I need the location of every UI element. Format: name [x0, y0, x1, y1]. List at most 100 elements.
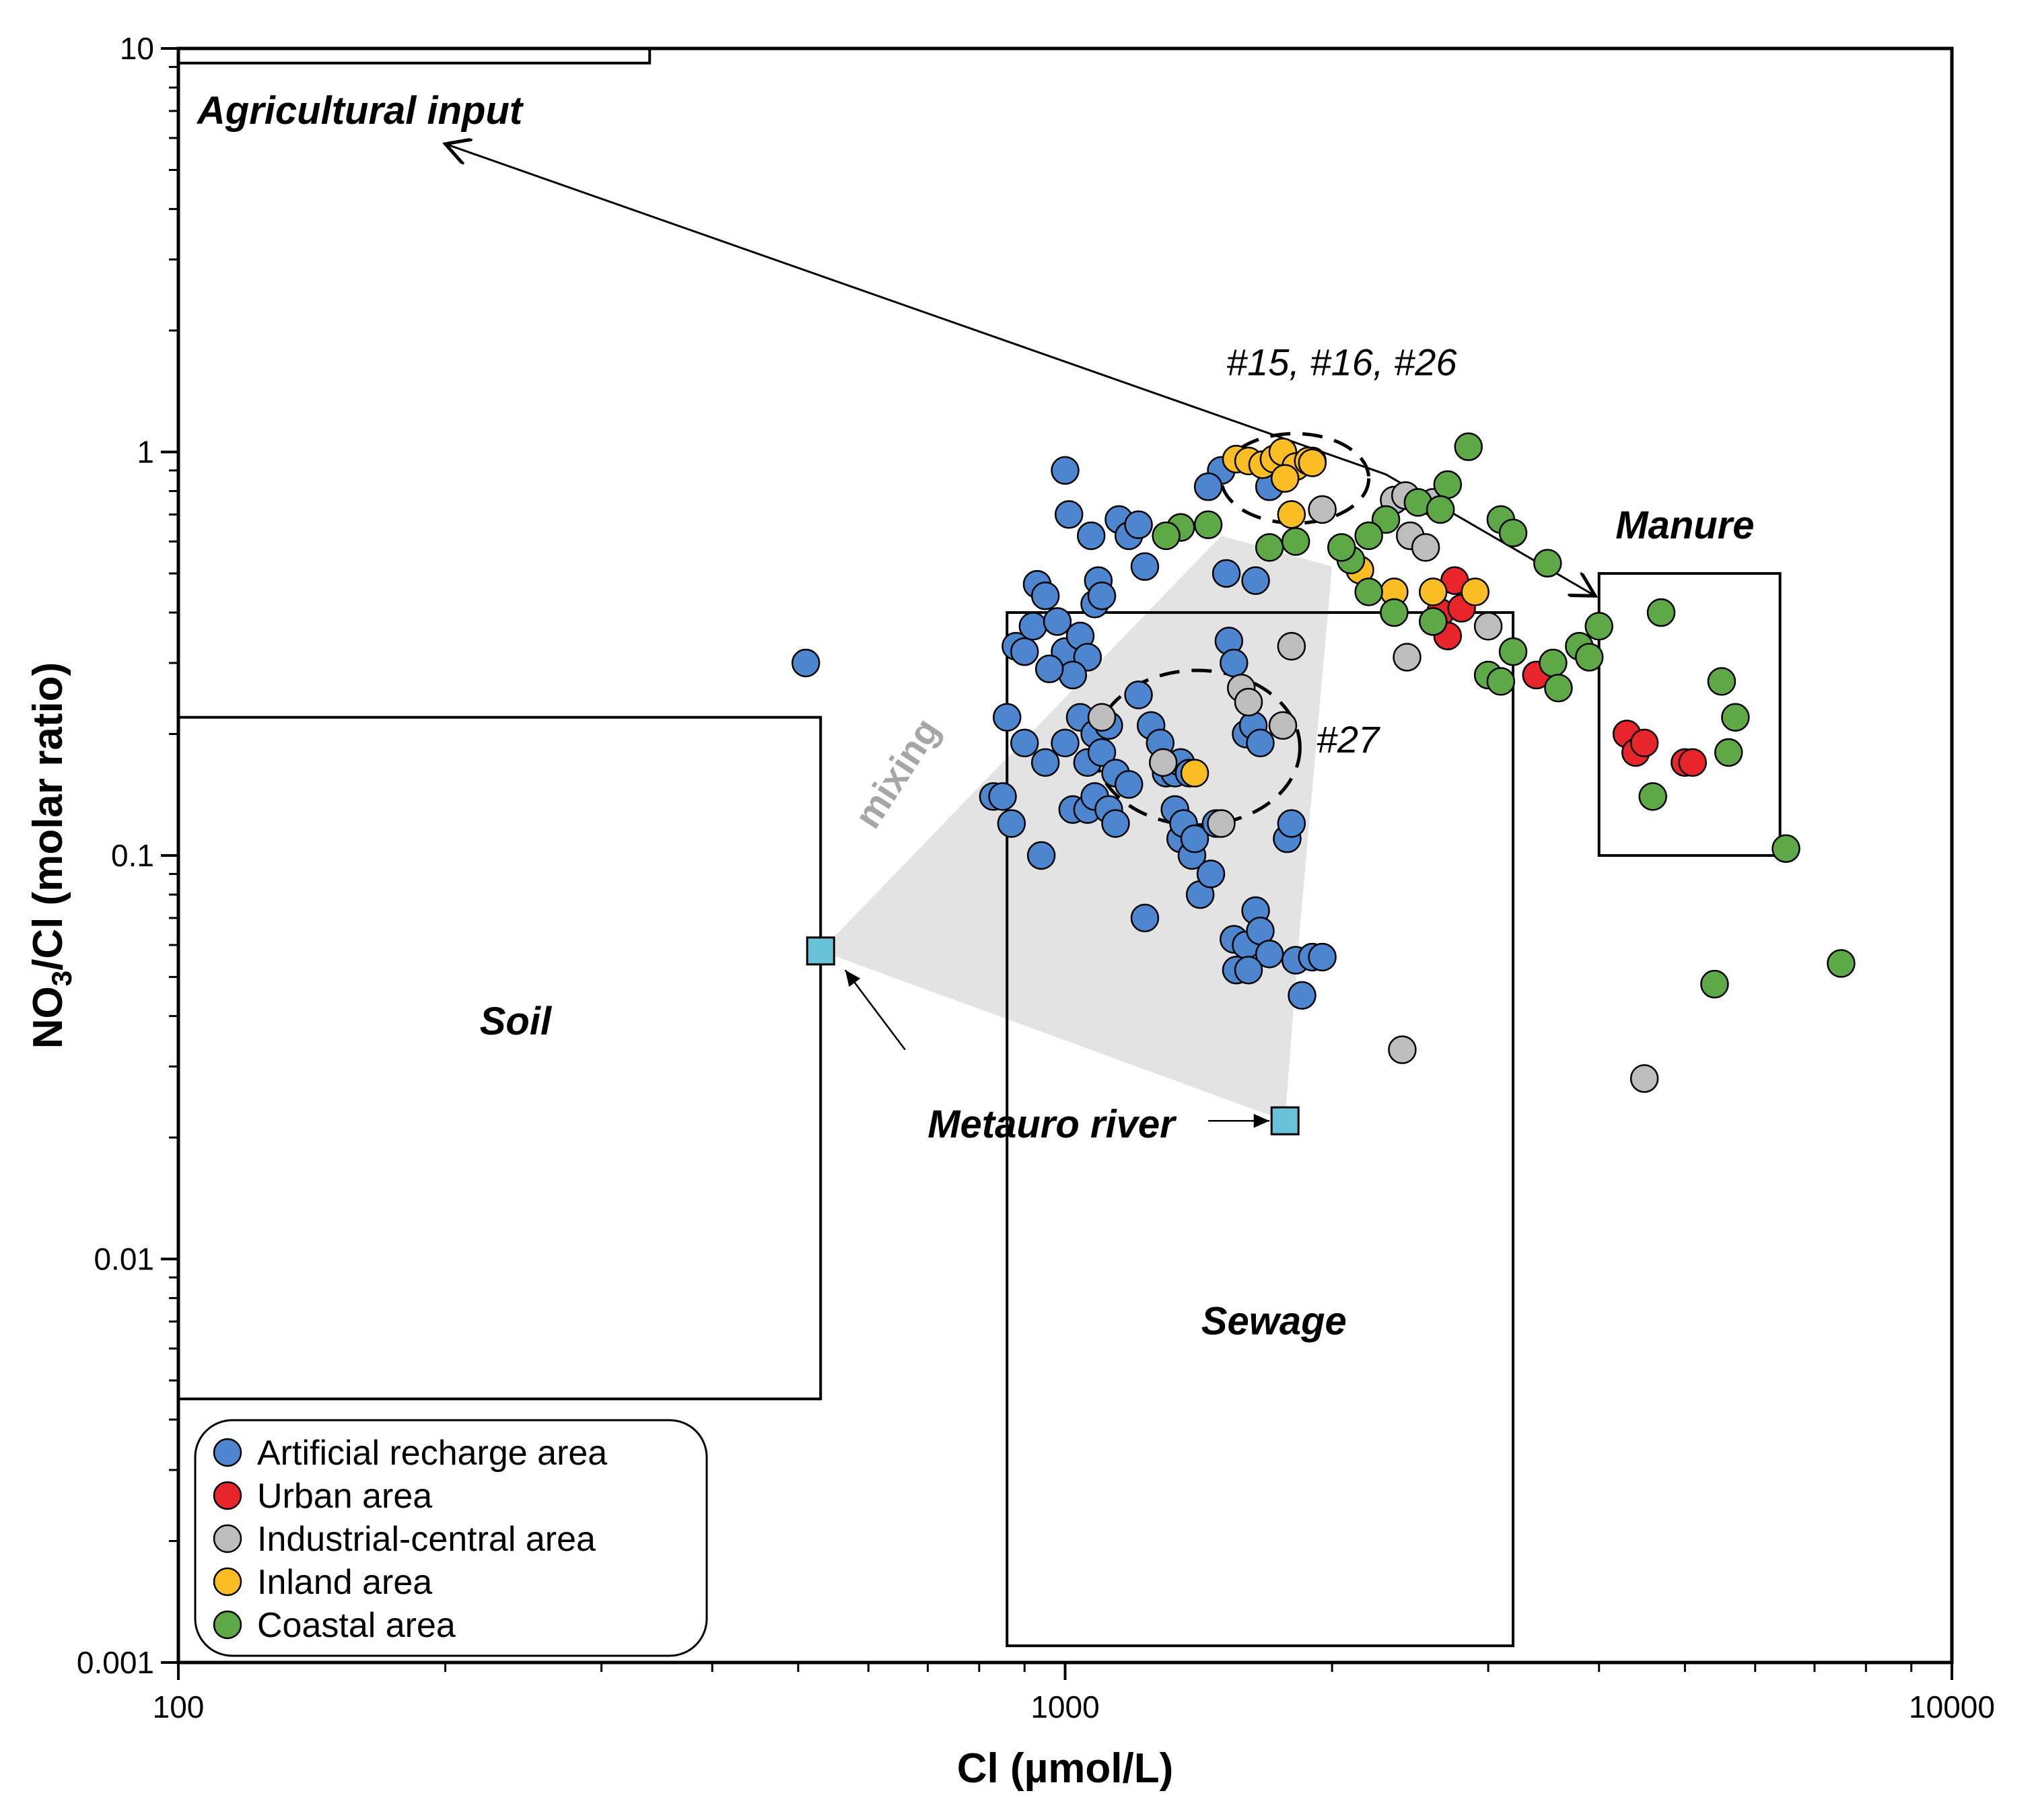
- y-tick-label: 1: [137, 435, 154, 470]
- region-label-manure: Manure: [1615, 503, 1754, 547]
- region-box: [177, 47, 652, 65]
- data-point-artificial-recharge-area: [1030, 582, 1060, 610]
- metauro-river-points: [806, 936, 1300, 1135]
- metauro-river-point: [1270, 1106, 1300, 1135]
- data-point-coastal-area: [1700, 969, 1729, 999]
- mixing-zone: [820, 535, 1333, 1121]
- dashed-circle-15-16-26: [1220, 431, 1371, 525]
- data-point-urban-area: [1678, 748, 1707, 777]
- data-point-artificial-recharge-area: [1034, 654, 1064, 684]
- region-label-sewage: Sewage: [1201, 1300, 1347, 1343]
- x-tick-label: 100: [153, 1689, 205, 1724]
- data-point-artificial-recharge-area: [1076, 521, 1106, 551]
- metauro-pointer-arrow-1: [844, 969, 906, 1051]
- y-tick-label: 0.001: [77, 1645, 154, 1680]
- data-point-coastal-area: [1327, 533, 1356, 562]
- data-point-inland-area: [1270, 464, 1300, 493]
- x-axis-title: Cl (µmol/L): [957, 1745, 1174, 1792]
- data-point-coastal-area: [1255, 533, 1284, 562]
- data-point-industrial-central-area: [1411, 533, 1440, 562]
- data-point-artificial-recharge-area: [1010, 637, 1039, 666]
- data-point-artificial-recharge-area: [1130, 552, 1160, 582]
- data-point-coastal-area: [1281, 527, 1310, 556]
- mixing-label: mixing: [846, 710, 948, 835]
- data-point-coastal-area: [1721, 703, 1750, 732]
- data-point-artificial-recharge-area: [1114, 770, 1144, 799]
- data-point-inland-area: [1277, 500, 1306, 529]
- region-box: [1006, 611, 1515, 1648]
- data-point-coastal-area: [1707, 667, 1737, 696]
- legend-marker: [213, 1481, 242, 1510]
- y-axis-title-rest: /Cl (molar ratio): [25, 662, 71, 971]
- data-point-artificial-recharge-area: [1246, 728, 1275, 758]
- legend-label: Artificial recharge area: [257, 1434, 607, 1473]
- annotation-15-16-26: #15, #16, #26: [1226, 341, 1457, 383]
- data-point-industrial-central-area: [1388, 1035, 1417, 1064]
- data-point-artificial-recharge-area: [1026, 841, 1056, 870]
- data-point-coastal-area: [1584, 612, 1613, 641]
- data-point-coastal-area: [1426, 495, 1455, 524]
- data-point-industrial-central-area: [1629, 1064, 1659, 1093]
- legend: Artificial recharge area Urban area Indust…: [194, 1419, 708, 1657]
- data-point-coastal-area: [1498, 518, 1528, 548]
- data-point-artificial-recharge-area: [1010, 728, 1039, 758]
- data-point-inland-area: [1461, 578, 1489, 606]
- data-point-coastal-area: [1354, 521, 1383, 551]
- legend-marker: [213, 1438, 242, 1467]
- metauro-river-point: [806, 936, 835, 966]
- data-point-coastal-area: [1544, 673, 1573, 703]
- x-tick-label: 10000: [1909, 1689, 1995, 1724]
- data-point-coastal-area: [1539, 648, 1568, 678]
- legend-marker: [213, 1524, 242, 1553]
- data-point-artificial-recharge-area: [1018, 612, 1048, 641]
- data-point-coastal-area: [1638, 782, 1667, 811]
- data-point-artificial-recharge-area: [1308, 942, 1337, 972]
- legend-box: [194, 1419, 708, 1657]
- data-point-coastal-area: [1193, 510, 1223, 539]
- data-point-industrial-central-area: [1308, 495, 1337, 524]
- data-point-artificial-recharge-area: [1124, 510, 1153, 539]
- data-point-artificial-recharge-area: [1193, 472, 1223, 501]
- data-point-artificial-recharge-area: [1234, 956, 1263, 985]
- legend-marker: [213, 1567, 242, 1597]
- data-point-artificial-recharge-area: [1180, 824, 1209, 853]
- data-point-artificial-recharge-area: [988, 782, 1017, 811]
- data-points: [791, 432, 1856, 1093]
- data-point-artificial-recharge-area: [1220, 648, 1249, 678]
- y-axis-title: NO3/Cl (molar ratio): [25, 662, 77, 1049]
- data-point-artificial-recharge-area: [1030, 748, 1060, 777]
- data-point-artificial-recharge-area: [1054, 500, 1084, 529]
- data-point-coastal-area: [1433, 470, 1463, 499]
- data-point-coastal-area: [1827, 949, 1856, 978]
- metauro-river-label: Metauro river: [927, 1102, 1177, 1146]
- data-point-artificial-recharge-area: [1241, 566, 1270, 595]
- data-point-inland-area: [1180, 759, 1209, 788]
- y-tick-label: 0.1: [111, 838, 154, 873]
- data-point-coastal-area: [1714, 738, 1743, 767]
- legend-label: Coastal area: [257, 1606, 456, 1645]
- data-point-coastal-area: [1454, 432, 1483, 462]
- data-point-artificial-recharge-area: [1058, 660, 1088, 690]
- legend-label: Urban area: [257, 1477, 432, 1516]
- data-point-coastal-area: [1772, 834, 1800, 864]
- legend-marker: [213, 1610, 242, 1640]
- data-point-industrial-central-area: [1148, 748, 1178, 777]
- data-point-coastal-area: [1646, 598, 1676, 627]
- data-point-urban-area: [1629, 728, 1659, 758]
- data-point-industrial-central-area: [1268, 711, 1298, 740]
- data-point-inland-area: [1418, 578, 1448, 606]
- data-point-artificial-recharge-area: [997, 809, 1026, 838]
- region-label-agricultural-input: Agricultural input: [196, 89, 524, 133]
- y-tick-label: 0.01: [94, 1242, 154, 1277]
- legend-label: Industrial-central area: [257, 1520, 596, 1559]
- data-point-artificial-recharge-area: [992, 703, 1022, 732]
- region-box: [1597, 571, 1782, 857]
- data-point-artificial-recharge-area: [1101, 809, 1130, 838]
- agricultural-trend-arrow: [446, 144, 1387, 476]
- data-point-artificial-recharge-area: [1043, 607, 1072, 636]
- data-point-industrial-central-area: [1207, 809, 1236, 838]
- data-point-artificial-recharge-area: [1196, 860, 1226, 888]
- region-box: [177, 715, 822, 1401]
- data-point-artificial-recharge-area: [1277, 809, 1306, 838]
- data-point-coastal-area: [1498, 637, 1528, 666]
